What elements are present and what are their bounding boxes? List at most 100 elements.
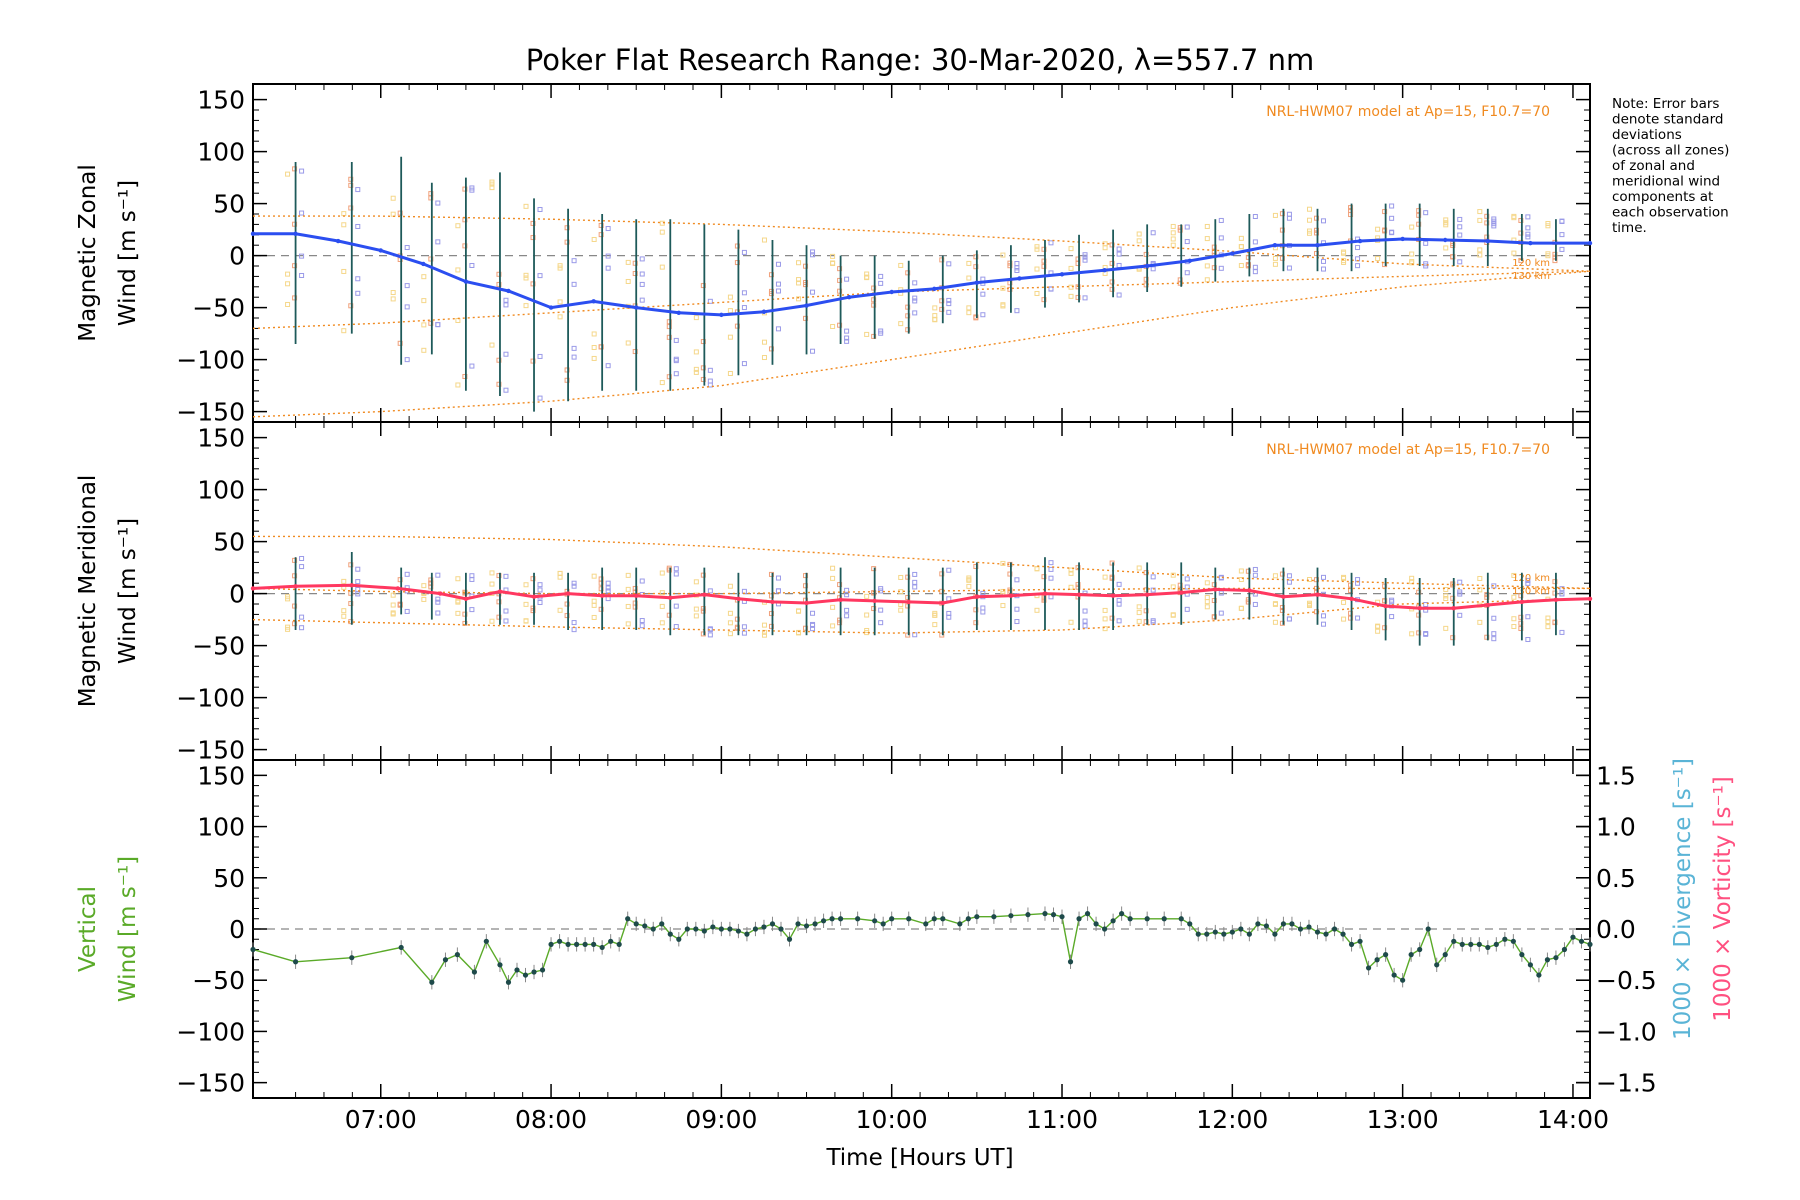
data-point	[837, 916, 844, 922]
data-point	[676, 310, 681, 315]
zone-marker	[1204, 580, 1210, 586]
zone-marker	[397, 602, 403, 608]
zone-marker	[830, 323, 836, 329]
x-tick-label: 09:00	[685, 1105, 757, 1134]
zone-marker	[1184, 239, 1190, 245]
zone-marker	[905, 313, 911, 319]
zone-marker	[1150, 618, 1156, 624]
zone-marker	[830, 565, 836, 571]
zone-marker	[496, 357, 502, 363]
y-tick-label: −50	[192, 632, 245, 661]
zone-marker	[1000, 252, 1006, 258]
x-tick-label: 08:00	[515, 1105, 587, 1134]
data-point	[659, 921, 665, 927]
zone-marker	[1204, 263, 1210, 269]
zone-marker	[632, 585, 638, 591]
zone-marker	[1102, 574, 1108, 580]
zone-marker	[939, 298, 945, 304]
zone-marker	[1552, 619, 1558, 625]
zone-marker	[1252, 601, 1258, 607]
zone-marker	[734, 624, 740, 630]
zone-marker	[1416, 221, 1422, 227]
zone-marker	[1525, 614, 1531, 620]
zone-marker	[1272, 261, 1278, 267]
zone-marker	[1443, 596, 1449, 602]
zone-marker	[1102, 607, 1108, 613]
zone-marker	[1150, 574, 1156, 580]
zone-marker	[1245, 254, 1251, 260]
data-point	[591, 941, 597, 947]
data-point	[684, 926, 690, 932]
zone-marker	[700, 608, 706, 614]
zone-marker	[1559, 246, 1565, 252]
zone-marker	[1218, 610, 1224, 616]
zone-marker	[1341, 575, 1347, 581]
data-point	[395, 586, 400, 591]
zone-marker	[1034, 566, 1040, 572]
y-tick-label: 50	[213, 864, 245, 893]
zone-marker	[707, 378, 713, 384]
zone-marker	[523, 618, 529, 624]
zone-marker	[980, 291, 986, 297]
zone-marker	[591, 345, 597, 351]
zone-marker	[404, 283, 410, 289]
data-point	[1476, 941, 1482, 947]
data-point	[1374, 957, 1380, 963]
data-point	[483, 938, 489, 944]
zone-marker	[871, 297, 877, 303]
zone-marker	[390, 611, 396, 617]
y-axis-title: Magnetic Zonal	[75, 164, 101, 342]
zone-marker	[1382, 209, 1388, 215]
zone-marker	[1136, 604, 1142, 610]
data-point	[514, 967, 520, 973]
zone-marker	[421, 596, 427, 602]
zone-marker	[564, 613, 570, 619]
zone-marker	[1525, 637, 1531, 643]
data-point	[506, 288, 511, 294]
data-point	[803, 923, 810, 929]
data-point	[1485, 602, 1491, 608]
zone-marker	[871, 566, 877, 572]
zone-marker	[810, 621, 816, 627]
zone-marker	[1443, 586, 1449, 592]
data-point	[820, 918, 827, 924]
zone-marker	[1320, 258, 1326, 264]
zone-marker	[864, 275, 870, 281]
zone-marker	[299, 625, 305, 631]
zone-marker	[421, 583, 427, 589]
data-point	[1221, 931, 1227, 937]
zone-marker	[1000, 560, 1006, 566]
data-point	[701, 928, 707, 934]
data-point	[1451, 938, 1457, 944]
zone-marker	[537, 353, 543, 359]
zone-marker	[341, 211, 347, 217]
data-point	[565, 941, 571, 947]
zone-marker	[530, 576, 536, 582]
zone-marker	[1252, 269, 1258, 275]
zone-marker	[727, 294, 733, 300]
zone-marker	[435, 322, 441, 328]
data-point	[1493, 941, 1499, 947]
zone-marker	[1525, 580, 1531, 586]
zone-marker	[1306, 206, 1312, 212]
y-tick-label: 100	[197, 138, 245, 167]
zone-marker	[496, 614, 502, 620]
zone-marker	[707, 588, 713, 594]
zone-marker	[666, 324, 672, 330]
zone-marker	[1252, 264, 1258, 270]
zone-marker	[1477, 575, 1483, 581]
zone-marker	[462, 611, 468, 617]
zone-marker	[871, 606, 877, 612]
data-point	[872, 598, 877, 604]
data-point	[335, 238, 341, 244]
zone-marker	[1286, 215, 1292, 221]
zone-marker	[1082, 618, 1088, 624]
zone-marker	[625, 340, 631, 346]
data-point	[634, 305, 639, 310]
zone-marker	[1525, 577, 1531, 583]
zone-marker	[1075, 565, 1081, 571]
zone-marker	[1075, 294, 1081, 300]
zone-marker	[1552, 590, 1558, 596]
zone-marker	[1525, 234, 1531, 240]
zone-marker	[523, 275, 529, 281]
